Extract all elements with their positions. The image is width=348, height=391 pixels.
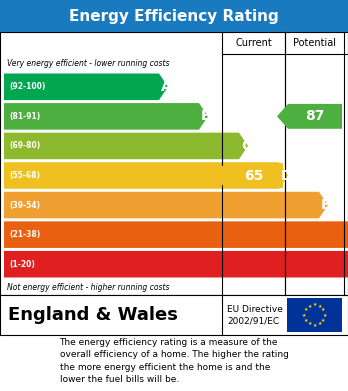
Text: ★: ★ [303, 307, 308, 312]
Polygon shape [214, 163, 283, 188]
Text: B: B [201, 109, 212, 123]
Text: Very energy efficient - lower running costs: Very energy efficient - lower running co… [7, 59, 169, 68]
Text: 65: 65 [244, 169, 263, 183]
Polygon shape [4, 251, 348, 278]
Text: The energy efficiency rating is a measure of the
overall efficiency of a home. T: The energy efficiency rating is a measur… [60, 338, 288, 384]
Polygon shape [4, 74, 168, 100]
Text: ★: ★ [312, 302, 317, 307]
Text: Potential: Potential [293, 38, 336, 48]
Text: ★: ★ [323, 312, 327, 317]
Text: ★: ★ [317, 321, 322, 326]
Bar [0, 295, 348, 335]
Text: (69-80): (69-80) [9, 142, 40, 151]
Text: England & Wales: England & Wales [8, 306, 178, 324]
Text: Current: Current [235, 38, 272, 48]
Text: ★: ★ [321, 317, 325, 323]
Polygon shape [277, 104, 342, 129]
Text: (21-38): (21-38) [9, 230, 40, 239]
Bar [0, 32, 348, 295]
Bar [287, 298, 342, 332]
Text: Energy Efficiency Rating: Energy Efficiency Rating [69, 9, 279, 23]
Polygon shape [4, 221, 348, 248]
Text: (39-54): (39-54) [9, 201, 40, 210]
Text: (55-68): (55-68) [9, 171, 40, 180]
Bar [0, 0, 348, 32]
Text: C: C [241, 139, 251, 153]
Text: (1-20): (1-20) [9, 260, 35, 269]
Text: E: E [321, 198, 331, 212]
Text: ★: ★ [317, 304, 322, 308]
Text: 87: 87 [305, 109, 324, 123]
Text: 2002/91/EC: 2002/91/EC [227, 316, 279, 325]
Text: ★: ★ [312, 323, 317, 328]
Text: ★: ★ [307, 304, 311, 308]
Text: ★: ★ [321, 307, 325, 312]
Text: (92-100): (92-100) [9, 82, 45, 91]
Polygon shape [4, 133, 248, 159]
Polygon shape [4, 103, 208, 130]
Polygon shape [4, 192, 328, 218]
Text: (81-91): (81-91) [9, 112, 40, 121]
Polygon shape [4, 162, 288, 189]
Text: ★: ★ [302, 312, 307, 317]
Text: EU Directive: EU Directive [227, 305, 283, 314]
Text: A: A [161, 80, 172, 94]
Text: ★: ★ [303, 317, 308, 323]
Text: ★: ★ [307, 321, 311, 326]
Text: Not energy efficient - higher running costs: Not energy efficient - higher running co… [7, 283, 169, 292]
Text: D: D [281, 169, 293, 183]
